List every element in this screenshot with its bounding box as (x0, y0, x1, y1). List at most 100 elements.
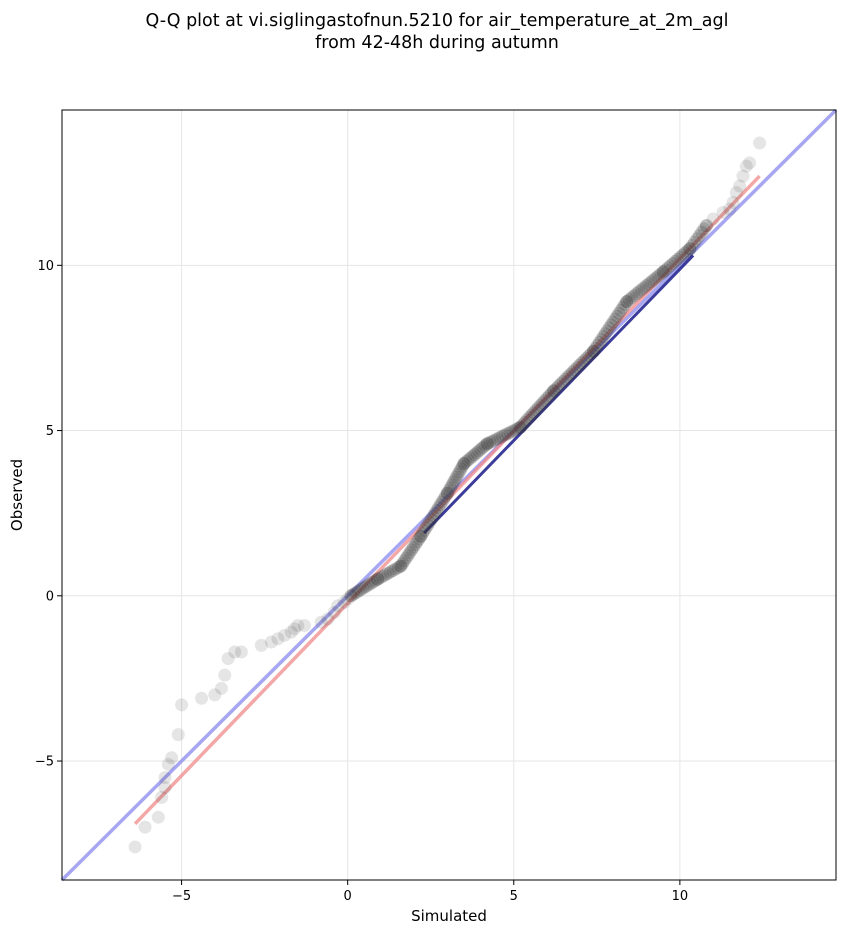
data-point-186 (627, 289, 641, 303)
data-point-27 (327, 605, 341, 619)
data-point-158 (572, 358, 586, 372)
data-point-77 (414, 529, 428, 543)
data-point-203 (666, 257, 680, 271)
data-point-214 (690, 232, 704, 246)
data-point-188 (632, 285, 646, 299)
data-point-165 (587, 344, 601, 358)
data-point-114 (476, 440, 490, 454)
data-point-146 (547, 384, 561, 398)
data-point-41 (743, 156, 757, 170)
data-point-189 (634, 283, 648, 297)
data-point-193 (644, 275, 658, 289)
data-point-177 (610, 309, 624, 323)
data-point-151 (556, 375, 570, 389)
data-point-9 (175, 698, 189, 712)
data-point-212 (685, 238, 699, 252)
data-point-34 (716, 205, 730, 219)
data-point-63 (391, 561, 405, 575)
x-axis-label: Simulated (411, 907, 487, 925)
data-point-218 (699, 219, 713, 233)
x-tick-label-1: 0 (344, 889, 352, 904)
data-point-206 (673, 250, 687, 264)
data-point-21 (284, 625, 298, 639)
data-point-195 (649, 271, 663, 285)
data-point-156 (568, 363, 582, 377)
data-point-190 (637, 281, 651, 295)
data-point-104 (457, 457, 471, 471)
data-point-101 (452, 465, 466, 479)
data-point-196 (651, 269, 665, 283)
data-point-28 (331, 599, 345, 613)
data-point-32 (699, 219, 713, 233)
grid (62, 110, 836, 880)
data-point-134 (520, 413, 534, 427)
data-point-48 (356, 581, 370, 595)
data-point-187 (629, 287, 643, 301)
data-point-202 (664, 259, 678, 273)
data-point-15 (228, 645, 242, 659)
data-point-159 (575, 356, 589, 370)
data-point-113 (474, 442, 488, 456)
data-point-8 (171, 728, 185, 742)
data-point-126 (503, 425, 517, 439)
data-point-12 (214, 681, 228, 695)
data-point-42 (753, 136, 767, 150)
data-point-65 (394, 559, 408, 573)
data-point-208 (678, 246, 692, 260)
chart-title-line-2: from 42-48h during autumn (315, 33, 559, 53)
reference-lines (60, 108, 838, 882)
data-point-204 (668, 254, 682, 268)
data-point-58 (378, 568, 392, 582)
data-point-194 (647, 273, 661, 287)
data-point-143 (540, 391, 554, 405)
data-point-44 (346, 587, 360, 601)
x-tick-label-3: 10 (672, 889, 689, 904)
data-point-61 (386, 563, 400, 577)
data-point-160 (577, 354, 591, 368)
data-point-98 (448, 473, 462, 487)
data-point-5 (158, 771, 172, 785)
data-point-100 (451, 467, 465, 481)
data-point-176 (608, 312, 622, 326)
data-point-124 (498, 428, 512, 442)
y-tick-label-1: 0 (46, 589, 54, 604)
data-point-182 (620, 295, 634, 309)
data-point-210 (683, 242, 697, 256)
data-point-123 (496, 429, 510, 443)
data-point-76 (414, 529, 428, 543)
axis-ticks: −5 0 5 10 −5 0 5 10 (35, 259, 688, 904)
data-point-180 (616, 301, 630, 315)
data-point-217 (697, 222, 711, 236)
data-point-7 (165, 751, 179, 765)
data-point-109 (465, 449, 479, 463)
y-axis-label: Observed (8, 459, 26, 531)
data-point-51 (363, 577, 377, 591)
data-point-22 (288, 622, 302, 636)
data-point-116 (480, 437, 494, 451)
data-point-85 (428, 506, 442, 520)
chart-title-line-1: Q-Q plot at vi.siglingastofnun.5210 for … (146, 11, 729, 31)
data-point-26 (321, 612, 335, 626)
data-point-199 (656, 265, 670, 279)
data-point-45 (349, 586, 363, 600)
data-point-184 (622, 293, 636, 307)
data-point-145 (544, 386, 558, 400)
data-point-129 (511, 422, 525, 436)
data-point-115 (478, 439, 492, 453)
data-point-92 (440, 486, 454, 500)
data-point-105 (457, 457, 471, 471)
data-point-144 (542, 389, 556, 403)
data-point-181 (618, 298, 632, 312)
data-point-136 (524, 408, 538, 422)
data-point-29 (337, 595, 351, 609)
data-point-118 (483, 436, 497, 450)
data-point-117 (480, 437, 494, 451)
data-point-192 (642, 277, 656, 291)
data-point-54 (371, 572, 385, 586)
data-point-161 (579, 351, 593, 365)
data-point-125 (501, 427, 515, 441)
data-point-171 (598, 327, 612, 341)
data-point-82 (423, 515, 437, 529)
